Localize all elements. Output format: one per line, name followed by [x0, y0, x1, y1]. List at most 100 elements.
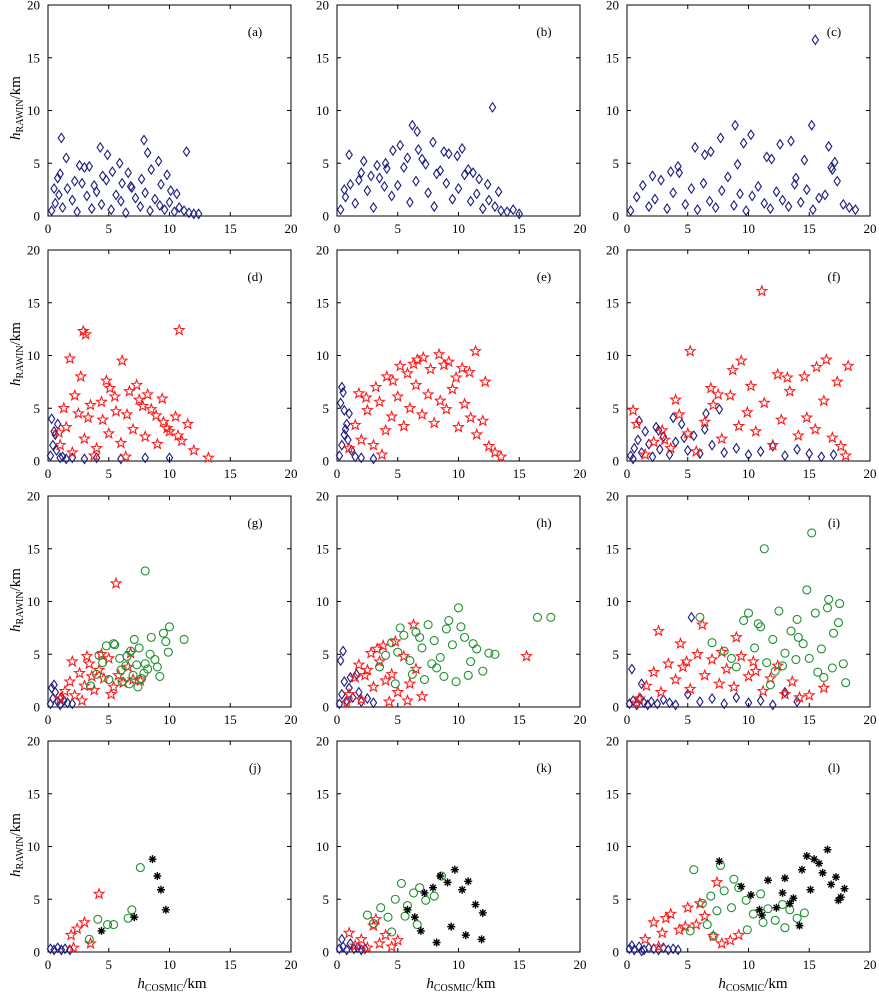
star-point [76, 324, 90, 337]
diamond-point [637, 945, 646, 957]
asterisk-point [746, 891, 755, 900]
asterisk-point [410, 913, 419, 922]
circle-point [145, 649, 155, 659]
asterisk-point [443, 878, 452, 887]
star-point [342, 926, 356, 939]
x-tick-label: 0 [334, 466, 341, 481]
diamond-point [707, 146, 715, 158]
star-point [680, 654, 693, 668]
diamond-point [720, 698, 728, 710]
y-tick-label: 20 [316, 0, 329, 13]
asterisk-point [161, 905, 170, 914]
diamond-point [346, 937, 355, 950]
circle-point [362, 910, 372, 920]
diamond-point [342, 418, 351, 430]
star-point [681, 426, 695, 440]
star-point [715, 432, 729, 445]
diamond-point [51, 686, 60, 698]
star-point [476, 414, 490, 427]
star-point [358, 668, 372, 681]
star-point [401, 366, 414, 379]
diamond-point [479, 203, 487, 215]
diamond-point [639, 179, 647, 191]
circle-point [819, 672, 829, 683]
star-point [439, 402, 453, 415]
asterisk-point [420, 888, 429, 897]
x-tick-label: 15 [803, 466, 816, 481]
x-tick-label: 0 [45, 957, 52, 972]
star-point [102, 426, 116, 440]
star-point [672, 407, 686, 421]
star-point [658, 433, 672, 446]
diamond-point [666, 166, 675, 178]
circle-point [798, 639, 808, 649]
svg-text:hRAWIN/km: hRAWIN/km [8, 813, 26, 877]
diamond-point [424, 187, 432, 199]
star-point [87, 683, 101, 696]
series-circle [362, 871, 447, 937]
diamond-point [137, 173, 146, 185]
diamond-point [121, 207, 130, 219]
star-point [655, 926, 669, 939]
star-point [727, 680, 741, 693]
diamond-point [155, 199, 164, 212]
circle-point [741, 895, 751, 905]
star-point [766, 438, 780, 451]
diamond-point [671, 699, 680, 711]
circle-point [835, 599, 845, 609]
circle-point [546, 612, 556, 622]
star-point [403, 401, 417, 414]
series-star [630, 617, 831, 709]
star-point [397, 649, 411, 662]
star-point [132, 393, 146, 406]
y-tick-label: 10 [606, 839, 619, 854]
diamond-point [403, 152, 412, 164]
star-point [115, 354, 129, 367]
diamond-point [117, 195, 125, 207]
star-point [73, 666, 87, 679]
diamond-point [340, 676, 349, 688]
star-point [817, 681, 831, 694]
x-tick-label: 5 [395, 466, 402, 481]
y-axis-label-row-3: hRAWIN/km [8, 568, 26, 632]
asterisk-point [772, 903, 781, 912]
x-tick-label: 20 [285, 466, 298, 481]
panel-label: (a) [248, 24, 262, 39]
diamond-point [380, 180, 389, 193]
star-point [63, 674, 77, 688]
asterisk-point [810, 855, 819, 864]
star-point [379, 928, 393, 941]
circle-point [429, 635, 439, 646]
diamond-point [778, 194, 787, 206]
diamond-point [172, 188, 181, 200]
diamond-point [180, 205, 188, 217]
circle-point [770, 666, 780, 676]
circle-point [115, 653, 125, 664]
circle-point [756, 622, 766, 632]
diamond-point [748, 190, 756, 202]
diamond-point [345, 682, 353, 694]
star-point [808, 422, 822, 435]
circle-point [484, 648, 494, 658]
diamond-point [90, 179, 98, 191]
diamond-point [344, 434, 352, 446]
diamond-point [811, 34, 820, 46]
x-tick-label: 20 [285, 221, 298, 236]
star-point [187, 443, 201, 456]
star-point [446, 382, 459, 395]
x-tick-label: 15 [224, 712, 237, 727]
star-point [740, 405, 754, 418]
diamond-point [47, 413, 56, 425]
star-point [74, 369, 88, 383]
star-point [75, 693, 89, 707]
diamond-point [387, 190, 396, 202]
star-point [669, 393, 683, 406]
star-point [65, 654, 79, 668]
diamond-point [497, 205, 505, 217]
star-point [85, 669, 99, 682]
diamond-point [47, 205, 56, 217]
diamond-point [705, 195, 714, 207]
star-point [755, 284, 769, 297]
y-tick-label: 20 [316, 243, 329, 258]
diamond-point [50, 425, 58, 438]
